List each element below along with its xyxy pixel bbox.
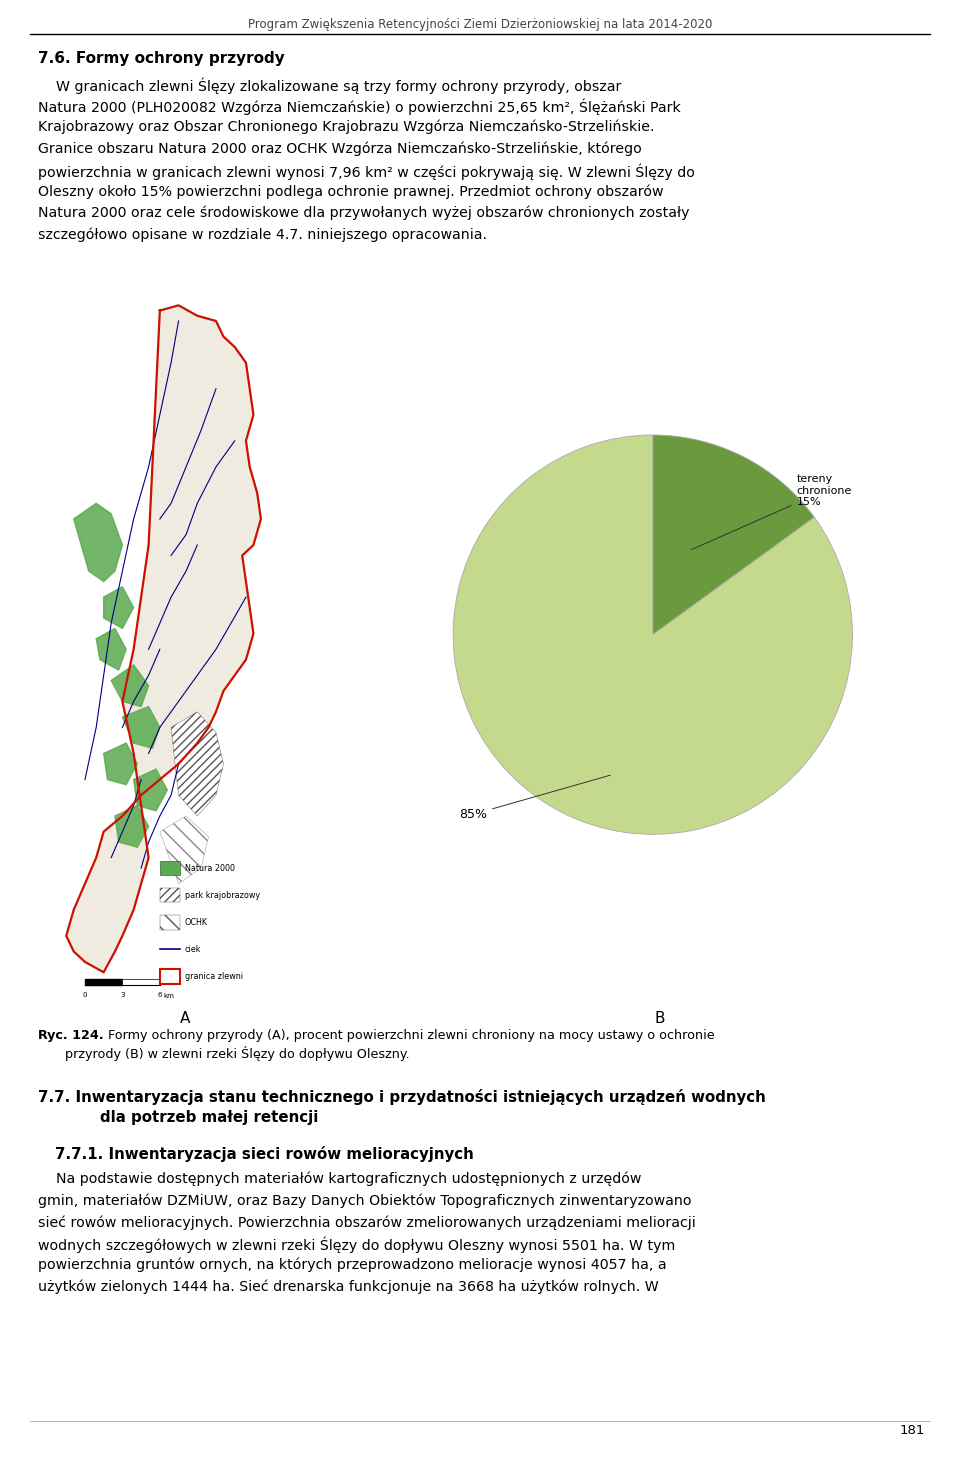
Text: km: km [163,994,175,999]
Text: OCHK: OCHK [185,918,208,926]
Text: 85%: 85% [459,775,611,821]
Polygon shape [66,305,261,972]
Bar [160,915,180,929]
Text: przyrody (B) w zlewni rzeki Ślęzy do dopływu Oleszny.: przyrody (B) w zlewni rzeki Ślęzy do dop… [65,1046,410,1061]
Text: gmin, materiałów DZMiUW, oraz Bazy Danych Obiektów Topograficznych zinwentaryzow: gmin, materiałów DZMiUW, oraz Bazy Danyc… [38,1193,691,1208]
Polygon shape [74,503,123,582]
Text: 181: 181 [900,1424,925,1437]
Text: powierzchnia gruntów ornych, na których przeprowadzono melioracje wynosi 4057 ha: powierzchnia gruntów ornych, na których … [38,1258,666,1272]
Text: Natura 2000: Natura 2000 [185,864,235,872]
Text: Natura 2000 oraz cele środowiskowe dla przywołanych wyżej obszarów chronionych z: Natura 2000 oraz cele środowiskowe dla p… [38,206,689,220]
Polygon shape [104,587,133,629]
Text: 3: 3 [120,992,125,998]
Text: B: B [655,1011,665,1026]
Text: 0: 0 [83,992,87,998]
Text: szczegółowo opisane w rozdziale 4.7. niniejszego opracowania.: szczegółowo opisane w rozdziale 4.7. nin… [38,228,487,242]
Text: 7.7.1. Inwentaryzacja sieci rowów melioracyjnych: 7.7.1. Inwentaryzacja sieci rowów melior… [55,1145,473,1161]
Text: Natura 2000 (PLH020082 Wzgórza Niemczańskie) o powierzchni 25,65 km², Ślężański : Natura 2000 (PLH020082 Wzgórza Niemczańs… [38,99,681,115]
Text: Krajobrazowy oraz Obszar Chronionego Krajobrazu Wzgórza Niemczańsko-Strzelińskie: Krajobrazowy oraz Obszar Chronionego Kra… [38,120,655,134]
Text: Oleszny około 15% powierzchni podlega ochronie prawnej. Przedmiot ochrony obszar: Oleszny około 15% powierzchni podlega oc… [38,184,663,198]
Polygon shape [96,629,126,670]
Polygon shape [160,816,208,884]
Bar [160,969,180,983]
Wedge shape [453,435,852,835]
Text: park krajobrazowy: park krajobrazowy [185,890,260,900]
Polygon shape [115,805,149,848]
Text: Program Zwiększenia Retencyjności Ziemi Dzierżoniowskiej na lata 2014-2020: Program Zwiększenia Retencyjności Ziemi … [248,18,712,31]
Bar [160,861,180,875]
Text: dla potrzeb małej retencji: dla potrzeb małej retencji [100,1110,319,1125]
Text: Granice obszaru Natura 2000 oraz OCHK Wzgórza Niemczańsko-Strzelińskie, którego: Granice obszaru Natura 2000 oraz OCHK Wz… [38,142,641,156]
Text: Na podstawie dostępnych materiałów kartograficznych udostępnionych z urzędów: Na podstawie dostępnych materiałów karto… [38,1172,641,1186]
Polygon shape [123,706,160,748]
Text: granica zlewni: granica zlewni [185,972,243,980]
Text: 7.6. Formy ochrony przyrody: 7.6. Formy ochrony przyrody [38,51,285,66]
Text: użytków zielonych 1444 ha. Sieć drenarska funkcjonuje na 3668 ha użytków rolnych: użytków zielonych 1444 ha. Sieć drenarsk… [38,1280,659,1294]
Bar [160,889,180,903]
Text: powierzchnia w granicach zlewni wynosi 7,96 km² w części pokrywają się. W zlewni: powierzchnia w granicach zlewni wynosi 7… [38,163,695,179]
Text: A: A [180,1011,190,1026]
Text: 6: 6 [157,992,162,998]
Text: 7.7. Inwentaryzacja stanu technicznego i przydatności istniejących urządzeń wodn: 7.7. Inwentaryzacja stanu technicznego i… [38,1088,766,1104]
Text: wodnych szczegółowych w zlewni rzeki Ślęzy do dopływu Oleszny wynosi 5501 ha. W : wodnych szczegółowych w zlewni rzeki Ślę… [38,1236,675,1253]
Text: Formy ochrony przyrody (A), procent powierzchni zlewni chroniony na mocy ustawy : Formy ochrony przyrody (A), procent powi… [104,1029,714,1042]
Wedge shape [653,435,814,635]
Text: W granicach zlewni Ślęzy zlokalizowane są trzy formy ochrony przyrody, obszar: W granicach zlewni Ślęzy zlokalizowane s… [38,77,621,93]
Polygon shape [104,743,137,785]
Text: Ryc. 124.: Ryc. 124. [38,1029,104,1042]
Polygon shape [133,769,167,811]
Text: ciek: ciek [185,945,202,954]
Polygon shape [111,665,149,706]
Text: tereny
chronione
15%: tereny chronione 15% [691,474,852,550]
Text: sieć rowów melioracyjnych. Powierzchnia obszarów zmeliorowanych urządzeniami mel: sieć rowów melioracyjnych. Powierzchnia … [38,1215,696,1230]
Polygon shape [171,712,224,816]
